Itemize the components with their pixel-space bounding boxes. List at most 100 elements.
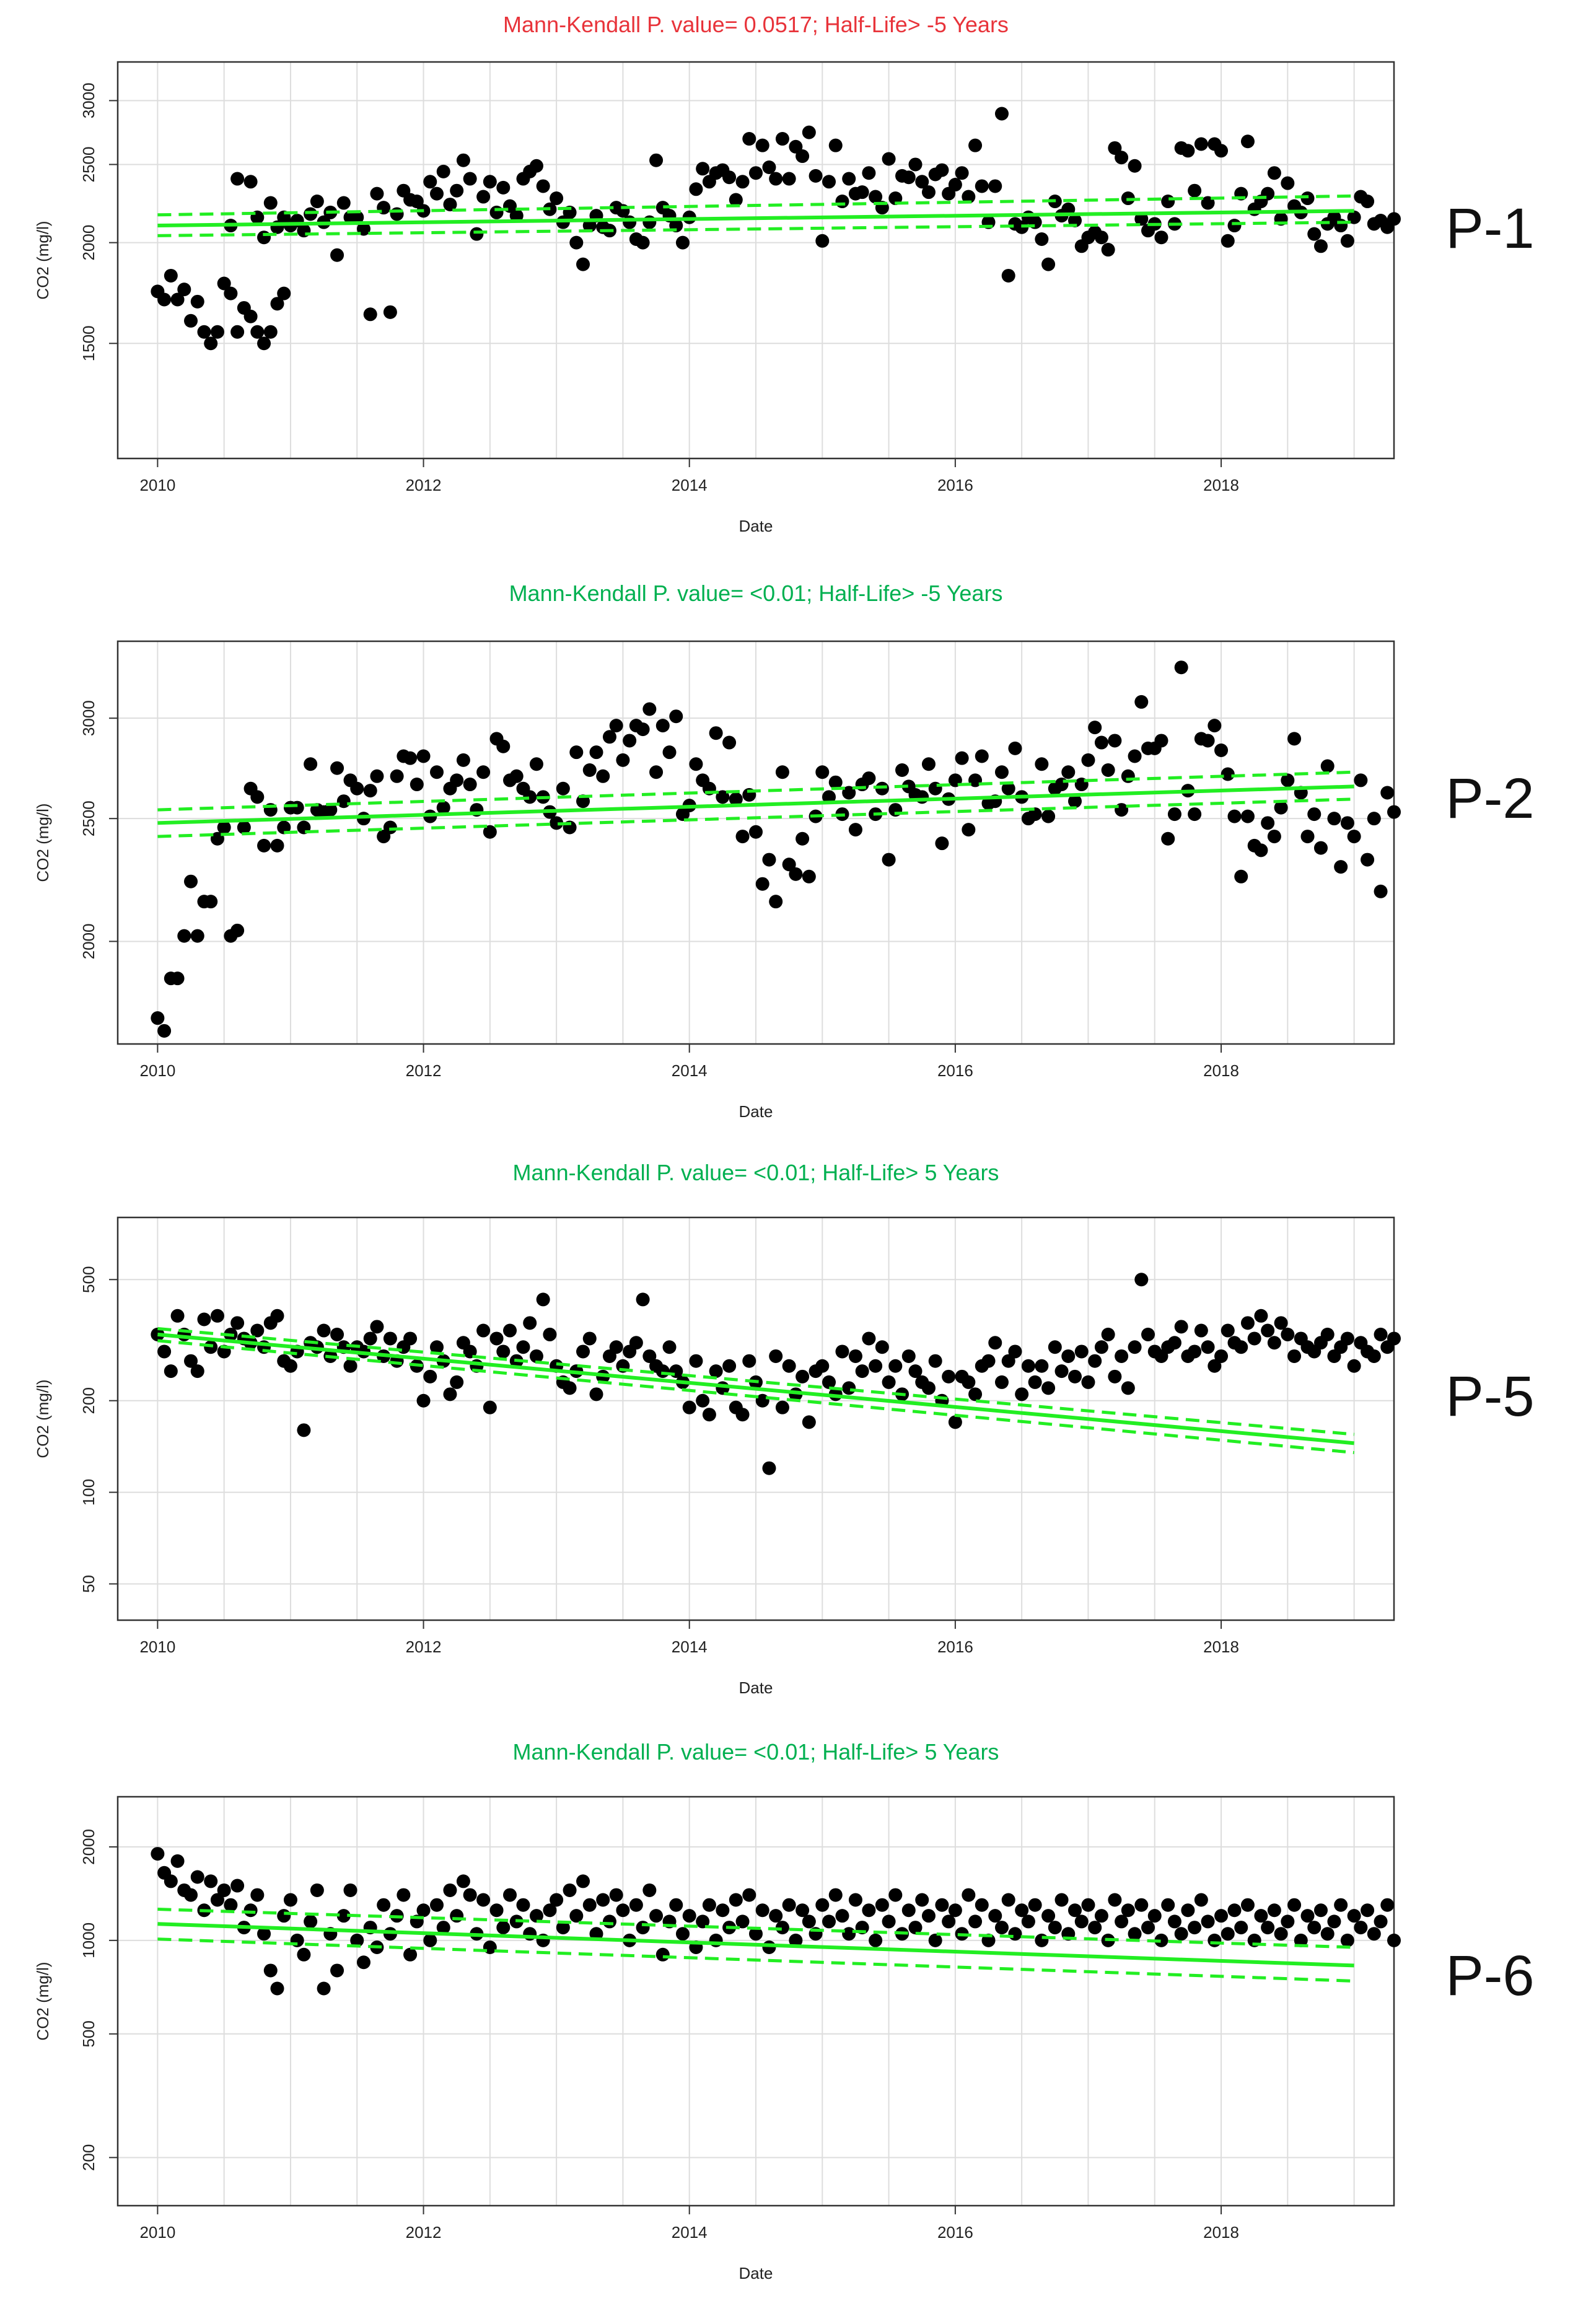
data-point	[822, 1914, 836, 1929]
y-tick-label: 2000	[79, 924, 98, 960]
data-point	[1267, 166, 1281, 180]
data-point	[789, 867, 803, 881]
data-point	[1367, 1349, 1381, 1363]
data-point	[675, 235, 690, 250]
data-point	[1320, 1927, 1335, 1941]
data-point	[1261, 816, 1275, 830]
data-point	[1361, 195, 1375, 209]
data-point	[1188, 183, 1202, 198]
data-point	[370, 186, 384, 201]
data-point	[835, 1344, 849, 1359]
data-point	[735, 175, 750, 189]
data-point	[1115, 1349, 1129, 1363]
data-point	[1088, 721, 1102, 735]
data-point	[336, 794, 351, 809]
data-point	[277, 286, 291, 300]
data-point	[336, 1909, 351, 1923]
data-point	[463, 778, 477, 792]
data-point	[1181, 1903, 1195, 1918]
data-point	[170, 1854, 185, 1868]
data-point	[981, 1354, 996, 1368]
data-point	[1201, 734, 1215, 748]
data-point	[1181, 144, 1195, 158]
data-point	[197, 325, 211, 339]
y-axis-label: CO2 (mg/l)	[33, 221, 52, 299]
data-point	[948, 1903, 962, 1918]
data-point	[304, 207, 318, 221]
data-point	[582, 1331, 597, 1346]
data-point	[569, 1909, 584, 1923]
data-point	[443, 1883, 457, 1897]
data-point	[363, 1331, 377, 1346]
grid	[118, 1217, 1394, 1620]
data-point	[1214, 1909, 1229, 1923]
data-point	[496, 1921, 511, 1935]
data-point	[1094, 735, 1108, 750]
data-point	[1340, 1331, 1354, 1346]
chart-panel-P-6: Mann-Kendall P. value= <0.01; Half-Life>…	[33, 1739, 1535, 2282]
x-tick-label: 2018	[1203, 1061, 1239, 1080]
data-point	[270, 1981, 284, 1996]
data-point	[915, 175, 929, 189]
data-point	[423, 175, 437, 189]
data-point	[536, 179, 550, 193]
data-point	[882, 1375, 896, 1389]
data-point	[1121, 1903, 1135, 1918]
data-point	[749, 1927, 763, 1941]
chart-panel-P-1: Mann-Kendall P. value= 0.0517; Half-Life…	[33, 12, 1535, 535]
x-tick-label: 2016	[937, 476, 973, 494]
data-point	[523, 790, 537, 804]
data-point	[257, 838, 271, 853]
data-point	[197, 1312, 211, 1326]
data-point	[689, 757, 703, 771]
data-point	[363, 784, 377, 798]
data-point	[888, 1888, 903, 1902]
data-point	[403, 1947, 418, 1962]
data-point	[1347, 1359, 1361, 1373]
data-point	[416, 749, 431, 763]
data-point	[317, 1981, 331, 1996]
data-point	[550, 191, 564, 206]
y-tick-label: 500	[79, 2020, 98, 2047]
data-point	[729, 792, 743, 806]
data-point	[1221, 767, 1235, 781]
data-point	[702, 1898, 716, 1912]
panel-label: P-5	[1445, 1365, 1534, 1428]
data-point	[1208, 1933, 1222, 1947]
data-point	[842, 1927, 856, 1941]
data-point	[476, 1323, 491, 1338]
data-point	[550, 816, 564, 830]
data-point	[735, 830, 750, 844]
data-point	[968, 773, 983, 787]
data-point	[1380, 1898, 1395, 1912]
data-point	[257, 1927, 271, 1941]
y-tick-label: 100	[79, 1479, 98, 1506]
data-point	[1208, 719, 1222, 733]
data-point	[450, 1375, 464, 1389]
data-point	[1028, 1375, 1042, 1389]
data-point	[204, 336, 218, 351]
data-point	[304, 1914, 318, 1929]
data-point	[1194, 1323, 1208, 1338]
data-point	[1214, 743, 1229, 758]
data-point	[649, 153, 664, 167]
data-point	[1287, 1349, 1302, 1363]
data-point	[496, 180, 511, 195]
data-point	[436, 1921, 450, 1935]
data-point	[1008, 1344, 1022, 1359]
data-point	[450, 1909, 464, 1923]
data-point	[775, 132, 789, 146]
data-point	[629, 1336, 643, 1350]
data-point	[230, 325, 245, 339]
data-point	[403, 751, 418, 765]
data-point	[968, 1387, 983, 1401]
data-point	[217, 276, 231, 291]
data-point	[383, 820, 397, 835]
data-point	[623, 734, 637, 748]
trend-line	[157, 1922, 1354, 1968]
data-point	[1354, 773, 1368, 787]
data-point	[483, 1400, 497, 1414]
data-point	[589, 745, 603, 760]
data-point	[802, 869, 816, 884]
